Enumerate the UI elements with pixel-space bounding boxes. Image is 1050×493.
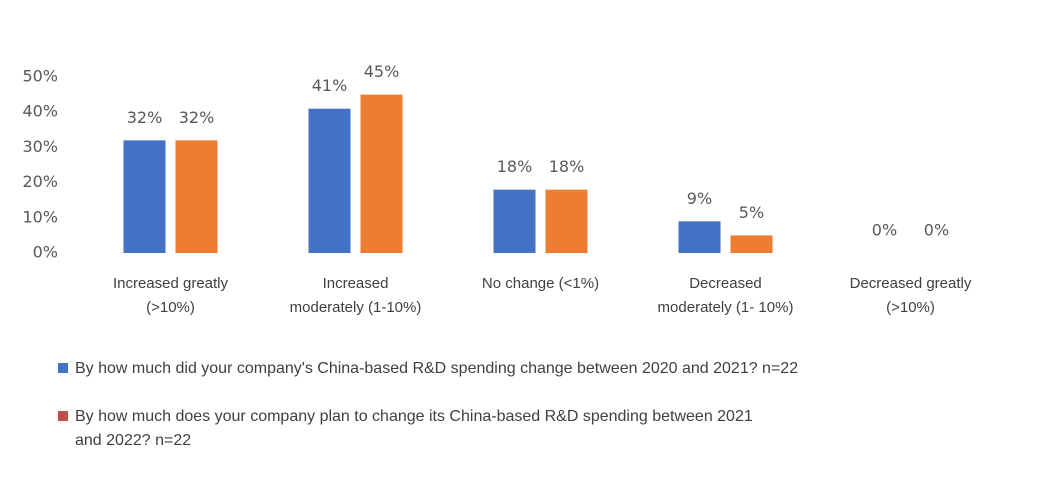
legend-swatch (58, 363, 68, 373)
data-label: 41% (312, 76, 348, 95)
legend-item: By how much does your company plan to ch… (58, 405, 753, 453)
y-tick-label: 40% (22, 102, 58, 121)
data-label: 18% (549, 157, 585, 176)
legend-item: By how much did your company's China-bas… (58, 357, 798, 381)
bar (360, 94, 403, 253)
data-label: 5% (739, 203, 764, 222)
y-tick-label: 20% (22, 172, 58, 191)
x-tick-label: Increased greatly (>10%) (112, 275, 229, 316)
data-label: 0% (924, 221, 949, 240)
bar (175, 140, 218, 253)
bar (123, 140, 166, 253)
data-label: 18% (497, 157, 533, 176)
data-label: 0% (872, 221, 897, 240)
data-label: 32% (127, 108, 163, 127)
x-tick-label: Increased moderately (1-10%) (289, 275, 422, 316)
legend-label: By how much does your company plan to ch… (75, 408, 753, 449)
y-tick-label: 10% (22, 207, 58, 226)
y-tick-label: 30% (22, 137, 58, 156)
data-label: 9% (687, 189, 712, 208)
y-tick-label: 0% (33, 243, 58, 262)
bar (730, 235, 773, 253)
bar (678, 221, 721, 253)
x-tick-label: Decreased moderately (1- 10%) (657, 275, 794, 316)
bar (493, 189, 536, 253)
data-label: 45% (364, 62, 400, 81)
data-label: 32% (179, 108, 215, 127)
legend-label: By how much did your company's China-bas… (75, 360, 799, 377)
x-tick-label: No change (<1%) (481, 275, 600, 292)
bar (545, 189, 588, 253)
x-tick-label: Decreased greatly (>10%) (849, 275, 972, 316)
bar (308, 108, 351, 254)
y-tick-label: 50% (22, 67, 58, 86)
legend-swatch (58, 411, 68, 421)
